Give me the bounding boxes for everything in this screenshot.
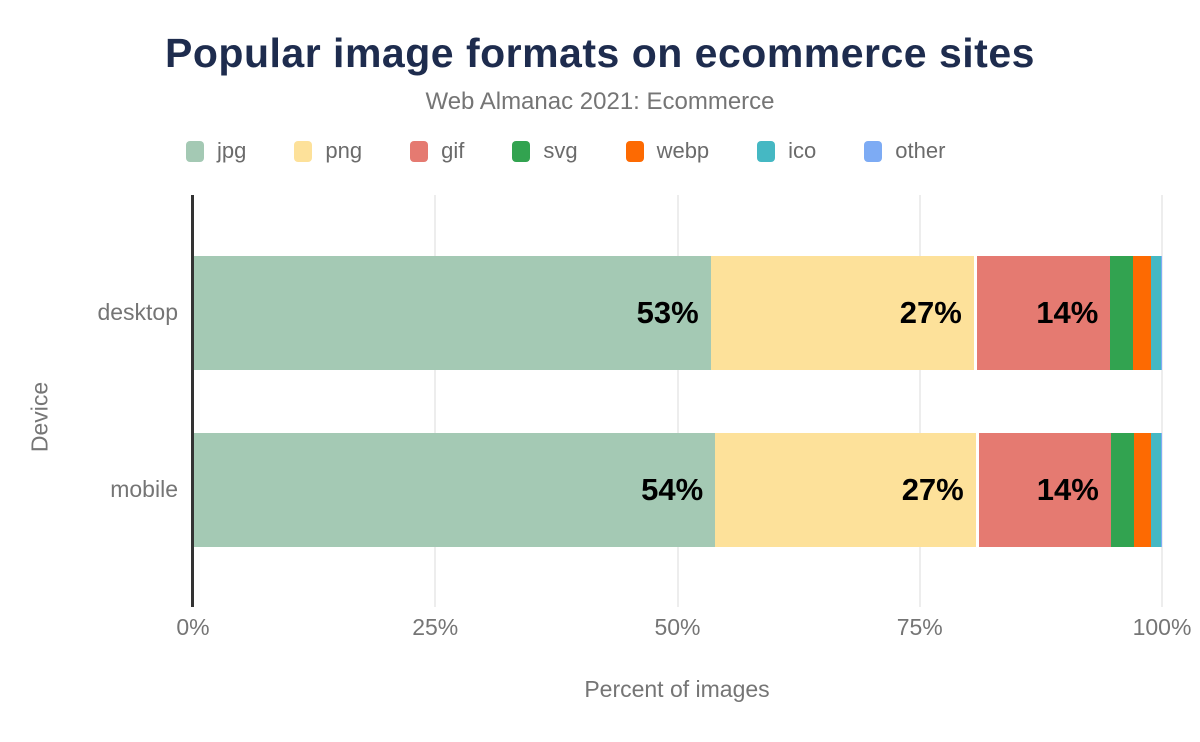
- bar-segment-mobile-ico: [1151, 433, 1161, 547]
- value-label-desktop-png: 27%: [899, 295, 962, 330]
- gridline-100%: [1161, 195, 1163, 607]
- value-label-mobile-jpg: 54%: [641, 472, 704, 507]
- bar-segment-desktop-svg: [1110, 256, 1133, 370]
- bar-mobile: 54% 27% 14%: [194, 433, 1162, 547]
- legend-swatch-jpg: [186, 140, 204, 162]
- legend-label-jpg: jpg: [217, 138, 247, 163]
- chart-subtitle: Web Almanac 2021: Ecommerce: [425, 88, 775, 115]
- legend-swatch-ico: [757, 140, 776, 162]
- legend-item-ico: ico: [757, 138, 816, 164]
- legend-item-gif: gif: [410, 138, 464, 164]
- bar-segment-desktop-gif: 14%: [973, 256, 1111, 370]
- legend-swatch-webp: [625, 140, 644, 162]
- x-tick-label-50%: 50%: [654, 614, 701, 640]
- gridline-75%: [918, 195, 921, 607]
- legend-item-svg: svg: [512, 138, 578, 164]
- bar-segment-mobile-png: 27%: [715, 433, 976, 547]
- legend-label-png: png: [325, 138, 363, 163]
- legend-swatch-gif: [410, 140, 429, 162]
- bar-segment-desktop-jpg: 53%: [194, 256, 711, 370]
- bar-segment-mobile-gif: 14%: [975, 433, 1111, 547]
- legend-label-svg: svg: [543, 138, 578, 163]
- legend-item-jpg: jpg: [186, 138, 246, 164]
- value-label-mobile-png: 27%: [901, 472, 964, 507]
- x-tick-label-0%: 0%: [176, 614, 210, 640]
- legend: jpg png gif svg webp ico other: [186, 138, 945, 164]
- bar-segment-desktop-ico: [1151, 256, 1161, 370]
- legend-swatch-other: [864, 140, 883, 162]
- legend-item-png: png: [294, 138, 362, 164]
- bar-segment-desktop-other: [1160, 256, 1162, 370]
- value-label-mobile-gif: 14%: [1036, 472, 1099, 507]
- value-label-desktop-gif: 14%: [1036, 295, 1099, 330]
- x-axis-title: Percent of images: [584, 676, 770, 702]
- x-tick-label-100%: 100%: [1132, 614, 1192, 640]
- legend-label-webp: webp: [656, 138, 710, 163]
- legend-label-gif: gif: [441, 138, 465, 163]
- y-axis-line: [191, 195, 194, 607]
- category-label-desktop: desktop: [97, 299, 178, 325]
- legend-item-webp: webp: [625, 138, 710, 164]
- legend-item-other: other: [864, 138, 945, 164]
- bar-desktop: 53% 27% 14%: [194, 256, 1162, 370]
- category-label-mobile: mobile: [110, 476, 178, 502]
- bar-segment-desktop-png: 27%: [710, 256, 974, 370]
- x-tick-label-75%: 75%: [896, 614, 943, 640]
- bar-segment-mobile-jpg: 54%: [194, 433, 716, 547]
- legend-swatch-png: [294, 140, 313, 162]
- y-axis-title: Device: [26, 381, 53, 453]
- value-label-desktop-jpg: 53%: [636, 295, 699, 330]
- chart-title: Popular image formats on ecommerce sites: [165, 30, 1035, 76]
- bar-segment-mobile-other: [1161, 433, 1162, 547]
- gridline-25%: [434, 195, 437, 607]
- legend-swatch-svg: [512, 140, 531, 162]
- legend-label-other: other: [895, 138, 946, 163]
- x-tick-label-25%: 25%: [412, 614, 459, 640]
- bar-segment-desktop-webp: [1132, 256, 1152, 370]
- bar-segment-mobile-svg: [1110, 433, 1134, 547]
- gridline-50%: [676, 195, 679, 607]
- legend-label-ico: ico: [788, 138, 817, 163]
- bar-segment-mobile-webp: [1134, 433, 1152, 547]
